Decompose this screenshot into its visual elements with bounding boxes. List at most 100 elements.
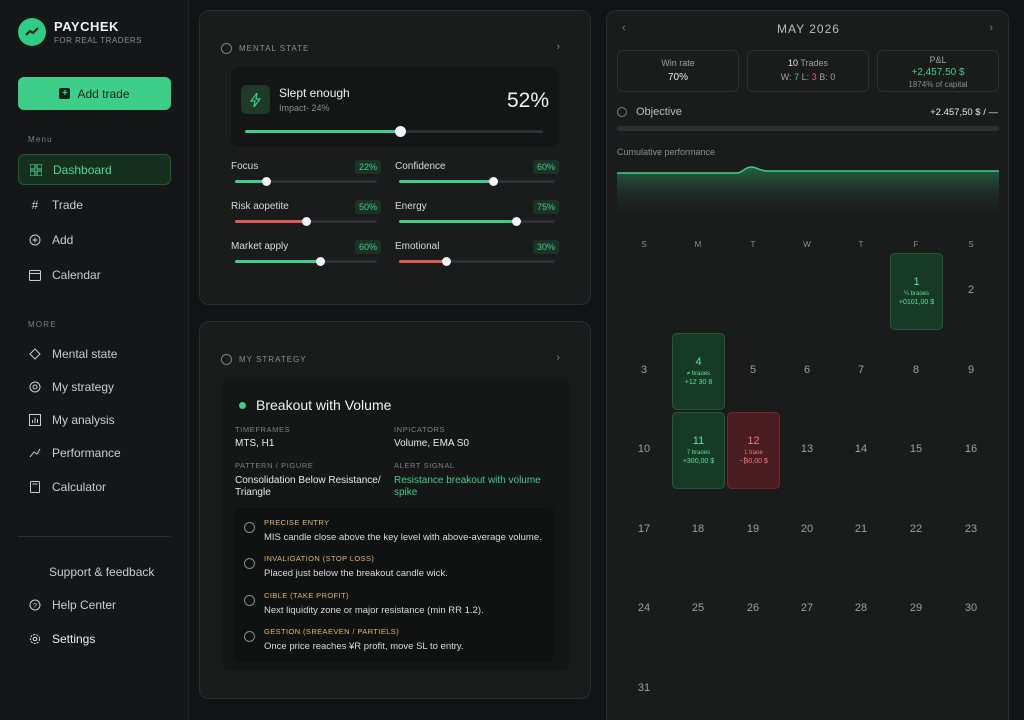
calendar-day[interactable]: 30 <box>964 602 978 614</box>
sidebar-item-settings[interactable]: Settings <box>18 623 171 654</box>
calendar-day[interactable]: 3 <box>640 364 648 376</box>
sidebar-divider <box>18 536 171 537</box>
sidebar-item-trade[interactable]: # Trade <box>18 189 171 220</box>
calendar-day[interactable]: 23 <box>964 523 978 535</box>
sidebar-item-calendar[interactable]: Calendar <box>18 259 171 290</box>
metric-slider[interactable] <box>235 257 377 266</box>
calendar-day-cell[interactable]: 12 1 traoe −₿0,00 $ <box>727 412 780 489</box>
sidebar-item-my-strategy[interactable]: My strategy <box>18 371 171 402</box>
metric-badge: 75% <box>533 200 560 214</box>
check-circle-icon <box>244 558 255 569</box>
sidebar-item-add[interactable]: Add <box>18 224 171 255</box>
calendar-day[interactable]: 16 <box>964 443 978 455</box>
calendar-day[interactable]: 9 <box>967 364 975 376</box>
win-rate-box: Win rate 70% <box>617 50 739 92</box>
support-feedback-link[interactable]: Support & feedback <box>49 565 155 579</box>
calendar-day[interactable]: 20 <box>800 523 814 535</box>
metric-label: Energy <box>395 201 427 212</box>
calendar-day[interactable]: 14 <box>854 443 868 455</box>
trades-l-label: L: <box>801 72 810 82</box>
calendar-day[interactable]: 21 <box>854 523 868 535</box>
pnl-label: P&L <box>929 55 947 65</box>
add-trade-button[interactable]: + Add trade <box>18 77 171 110</box>
calendar-day[interactable]: 19 <box>746 523 760 535</box>
calendar-day[interactable]: 8 <box>912 364 920 376</box>
day-of-week-label: F <box>913 240 919 249</box>
calendar-day-cell[interactable]: 1 ¼ braoes +0101,00 $ <box>890 253 943 330</box>
objective-icon <box>617 107 627 117</box>
metric-slider[interactable] <box>235 177 377 186</box>
sidebar-item-calculator[interactable]: Calculator <box>18 471 171 502</box>
sidebar-item-label: My strategy <box>52 379 115 394</box>
slept-title: Slept enough <box>279 86 350 100</box>
metric-slider-knob[interactable] <box>302 217 311 226</box>
rule-label: GESTION (SREAEVEN / PARTIELS) <box>264 627 400 636</box>
calendar-icon <box>28 268 42 282</box>
metric-label: Confidence <box>395 161 446 172</box>
metric-slider[interactable] <box>399 217 555 226</box>
slept-enough-panel: Slept enough Impact- 24% 52% <box>231 67 559 147</box>
metric-slider-knob[interactable] <box>441 257 451 266</box>
strategy-title: MY STRATEGY <box>239 355 307 364</box>
day-pnl: +300,00 $ <box>682 458 715 465</box>
more-section-label: MORE <box>28 320 57 329</box>
calendar-day[interactable]: 7 <box>857 364 865 376</box>
win-rate-label: Win rate <box>661 58 695 68</box>
metric-slider[interactable] <box>235 217 377 226</box>
calendar-day[interactable]: 13 <box>800 443 814 455</box>
calendar-day-cell[interactable]: 11 7 braoes +300,00 $ <box>672 412 725 489</box>
day-trades: 1 traoe <box>744 450 763 456</box>
calendar-day[interactable]: 5 <box>749 364 757 376</box>
calendar-day[interactable]: 2 <box>967 284 975 296</box>
calendar-day[interactable]: 26 <box>746 602 760 614</box>
metric-slider-knob[interactable] <box>316 257 326 266</box>
day-trades: 7 braoes <box>686 450 711 456</box>
trades-l-value: 3 <box>811 72 817 82</box>
calendar-day[interactable]: 22 <box>909 523 923 535</box>
trades-b-label: B: <box>819 72 828 82</box>
slept-slider[interactable] <box>245 126 543 137</box>
calendar-day[interactable]: 27 <box>800 602 814 614</box>
prev-month-button[interactable]: ‹ <box>622 22 626 34</box>
metric-slider-knob[interactable] <box>262 177 272 186</box>
metric-slider-fill <box>399 180 493 183</box>
rule-text: Once price reaches ¥R profit, move SL to… <box>264 641 464 652</box>
slept-percentage: 52% <box>506 89 549 112</box>
calendar-day[interactable]: 10 <box>637 443 651 455</box>
sidebar-item-mental-state[interactable]: Mental state <box>18 338 171 369</box>
calendar-day[interactable]: 25 <box>691 602 705 614</box>
calendar-day[interactable]: 24 <box>637 602 651 614</box>
calendar-day[interactable]: 15 <box>909 443 923 455</box>
brand[interactable]: PAYCHEK FOR REAL TRADERS <box>18 18 142 46</box>
sidebar-item-performance[interactable]: Performance <box>18 437 171 468</box>
sidebar-item-label: Calendar <box>52 267 101 282</box>
calendar-day-cell[interactable]: 4 ≠ braoes +12 30 8 <box>672 333 725 410</box>
sidebar-item-my-analysis[interactable]: My analysis <box>18 404 171 435</box>
cumulative-area <box>617 167 999 219</box>
sidebar-item-label: Add <box>52 232 74 247</box>
calendar-day[interactable]: 29 <box>909 602 923 614</box>
metric-slider-knob[interactable] <box>488 177 498 186</box>
timeframes-label: TIMEFRAMES <box>235 425 291 434</box>
trades-b-value: 0 <box>830 72 836 82</box>
sidebar-item-dashboard[interactable]: Dashboard <box>18 154 171 185</box>
metric-slider[interactable] <box>399 257 555 266</box>
strategy-rules: PRECISE ENTRY MIS candle close above the… <box>234 508 554 662</box>
day-number: 1 <box>913 276 920 288</box>
calendar-day[interactable]: 18 <box>691 523 705 535</box>
calendar-day[interactable]: 28 <box>854 602 868 614</box>
sidebar-item-help-center[interactable]: ? Help Center <box>18 589 171 620</box>
calendar-day[interactable]: 6 <box>803 364 811 376</box>
performance-icon <box>28 446 42 460</box>
calculator-icon <box>28 480 42 494</box>
next-month-button[interactable]: › <box>989 22 993 34</box>
objective-value: +2.457,50 $ / — <box>930 107 998 118</box>
slept-slider-knob[interactable] <box>394 126 406 137</box>
chevron-right-icon[interactable]: › <box>556 352 560 364</box>
menu-section-label: Menu <box>28 135 53 144</box>
metric-slider[interactable] <box>399 177 555 186</box>
chevron-right-icon[interactable]: › <box>556 41 560 53</box>
metric-slider-knob[interactable] <box>512 217 521 226</box>
calendar-day[interactable]: 31 <box>637 682 651 694</box>
calendar-day[interactable]: 17 <box>637 523 651 535</box>
